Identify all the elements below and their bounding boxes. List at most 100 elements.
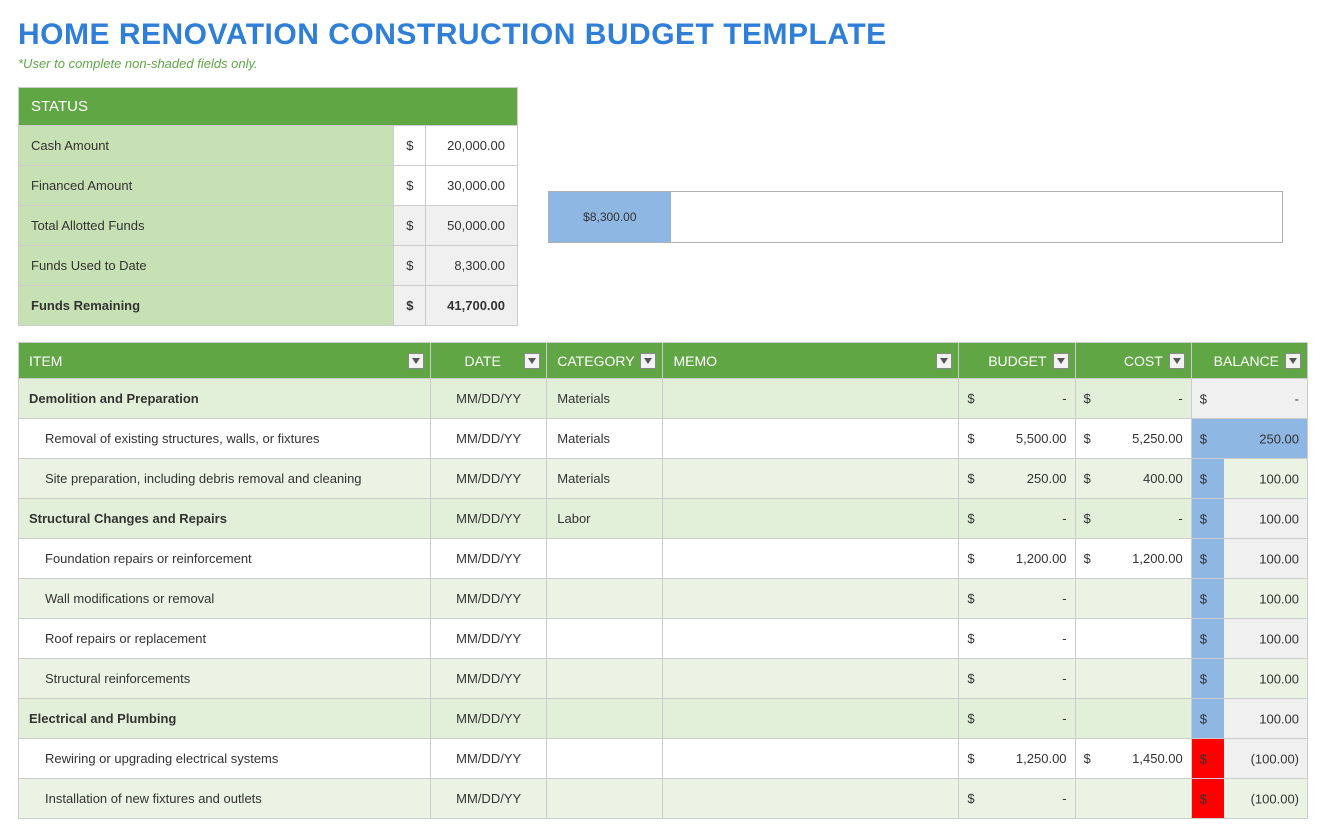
- cell-memo[interactable]: [663, 459, 959, 499]
- cell-category[interactable]: Materials: [547, 459, 663, 499]
- status-value[interactable]: 20,000.00: [426, 126, 518, 166]
- balance-currency-symbol: $: [1200, 471, 1207, 486]
- balance-value: 100.00: [1259, 591, 1299, 606]
- table-row: Site preparation, including debris remov…: [19, 459, 1308, 499]
- cell-date[interactable]: MM/DD/YY: [431, 539, 547, 579]
- cell-item[interactable]: Wall modifications or removal: [19, 579, 431, 619]
- cell-cost[interactable]: $1,200.00: [1075, 539, 1191, 579]
- cell-budget[interactable]: $-: [959, 699, 1075, 739]
- cell-cost[interactable]: [1075, 699, 1191, 739]
- cell-budget[interactable]: $-: [959, 579, 1075, 619]
- filter-button-cost[interactable]: [1169, 353, 1185, 369]
- status-row: Funds Remaining$41,700.00: [19, 286, 518, 326]
- cell-date[interactable]: MM/DD/YY: [431, 659, 547, 699]
- funds-progress-label: $8,300.00: [583, 210, 636, 224]
- table-row: Demolition and PreparationMM/DD/YYMateri…: [19, 379, 1308, 419]
- cell-date[interactable]: MM/DD/YY: [431, 699, 547, 739]
- balance-value: -: [1295, 391, 1299, 406]
- status-label: Cash Amount: [19, 126, 394, 166]
- cell-cost[interactable]: $-: [1075, 379, 1191, 419]
- cell-cost[interactable]: [1075, 619, 1191, 659]
- cell-memo[interactable]: [663, 779, 959, 819]
- cell-category[interactable]: [547, 779, 663, 819]
- cell-budget[interactable]: $-: [959, 659, 1075, 699]
- cell-item[interactable]: Structural reinforcements: [19, 659, 431, 699]
- cell-budget[interactable]: $5,500.00: [959, 419, 1075, 459]
- cell-memo[interactable]: [663, 739, 959, 779]
- cell-memo[interactable]: [663, 419, 959, 459]
- cell-memo[interactable]: [663, 659, 959, 699]
- cell-budget[interactable]: $1,200.00: [959, 539, 1075, 579]
- cell-item[interactable]: Removal of existing structures, walls, o…: [19, 419, 431, 459]
- cell-item[interactable]: Site preparation, including debris remov…: [19, 459, 431, 499]
- cell-item[interactable]: Foundation repairs or reinforcement: [19, 539, 431, 579]
- cell-date[interactable]: MM/DD/YY: [431, 779, 547, 819]
- status-value[interactable]: 50,000.00: [426, 206, 518, 246]
- cell-cost[interactable]: $400.00: [1075, 459, 1191, 499]
- balance-currency-symbol: $: [1200, 631, 1207, 646]
- status-value[interactable]: 8,300.00: [426, 246, 518, 286]
- cell-category[interactable]: [547, 539, 663, 579]
- filter-button-balance[interactable]: [1285, 353, 1301, 369]
- filter-button-date[interactable]: [524, 353, 540, 369]
- cell-item[interactable]: Roof repairs or replacement: [19, 619, 431, 659]
- col-header-budget: BUDGET: [959, 343, 1075, 379]
- filter-button-memo[interactable]: [936, 353, 952, 369]
- status-row: Cash Amount$20,000.00: [19, 126, 518, 166]
- funds-progress-fill: $8,300.00: [549, 192, 671, 242]
- cell-category[interactable]: Materials: [547, 419, 663, 459]
- cell-date[interactable]: MM/DD/YY: [431, 459, 547, 499]
- cell-category[interactable]: [547, 739, 663, 779]
- balance-value: 100.00: [1259, 551, 1299, 566]
- cell-memo[interactable]: [663, 499, 959, 539]
- cell-memo[interactable]: [663, 539, 959, 579]
- cell-budget[interactable]: $-: [959, 619, 1075, 659]
- cell-cost[interactable]: [1075, 779, 1191, 819]
- cell-budget[interactable]: $250.00: [959, 459, 1075, 499]
- cell-date[interactable]: MM/DD/YY: [431, 739, 547, 779]
- cell-item[interactable]: Electrical and Plumbing: [19, 699, 431, 739]
- cell-cost[interactable]: $-: [1075, 499, 1191, 539]
- funds-progress-bar: $8,300.00: [548, 191, 1283, 243]
- filter-button-budget[interactable]: [1053, 353, 1069, 369]
- balance-currency-symbol: $: [1200, 711, 1207, 726]
- cell-memo[interactable]: [663, 699, 959, 739]
- cell-balance: $100.00: [1191, 619, 1307, 659]
- cell-category[interactable]: [547, 619, 663, 659]
- cell-date[interactable]: MM/DD/YY: [431, 379, 547, 419]
- cell-category[interactable]: Materials: [547, 379, 663, 419]
- cell-category[interactable]: [547, 699, 663, 739]
- cell-date[interactable]: MM/DD/YY: [431, 579, 547, 619]
- status-value[interactable]: 41,700.00: [426, 286, 518, 326]
- cell-date[interactable]: MM/DD/YY: [431, 619, 547, 659]
- cell-category[interactable]: Labor: [547, 499, 663, 539]
- cell-date[interactable]: MM/DD/YY: [431, 499, 547, 539]
- col-header-item: ITEM: [19, 343, 431, 379]
- cell-balance: $(100.00): [1191, 739, 1307, 779]
- cell-cost[interactable]: $5,250.00: [1075, 419, 1191, 459]
- status-currency-symbol: $: [394, 166, 426, 206]
- cell-category[interactable]: [547, 579, 663, 619]
- cell-memo[interactable]: [663, 619, 959, 659]
- cell-item[interactable]: Demolition and Preparation: [19, 379, 431, 419]
- cell-cost[interactable]: [1075, 659, 1191, 699]
- cell-memo[interactable]: [663, 579, 959, 619]
- cell-budget[interactable]: $-: [959, 499, 1075, 539]
- status-value[interactable]: 30,000.00: [426, 166, 518, 206]
- cell-item[interactable]: Installation of new fixtures and outlets: [19, 779, 431, 819]
- cell-cost[interactable]: [1075, 579, 1191, 619]
- cell-budget[interactable]: $-: [959, 379, 1075, 419]
- filter-button-item[interactable]: [408, 353, 424, 369]
- table-row: Roof repairs or replacementMM/DD/YY $- $10…: [19, 619, 1308, 659]
- balance-currency-symbol: $: [1200, 391, 1207, 406]
- cell-item[interactable]: Rewiring or upgrading electrical systems: [19, 739, 431, 779]
- cell-date[interactable]: MM/DD/YY: [431, 419, 547, 459]
- filter-button-category[interactable]: [640, 353, 656, 369]
- cell-budget[interactable]: $-: [959, 779, 1075, 819]
- cell-budget[interactable]: $1,250.00: [959, 739, 1075, 779]
- cell-memo[interactable]: [663, 379, 959, 419]
- status-label: Financed Amount: [19, 166, 394, 206]
- cell-category[interactable]: [547, 659, 663, 699]
- cell-item[interactable]: Structural Changes and Repairs: [19, 499, 431, 539]
- cell-cost[interactable]: $1,450.00: [1075, 739, 1191, 779]
